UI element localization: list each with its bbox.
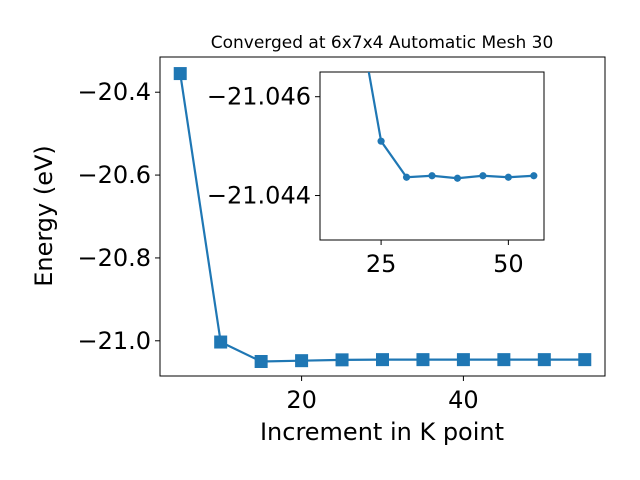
inset-series-line (367, 72, 534, 180)
main-y-tick-label: −20.4 (77, 78, 151, 106)
main-data-point (214, 335, 228, 349)
main-data-point (376, 353, 389, 367)
inset-data-point (377, 137, 385, 145)
main-y-tick-label: −20.8 (77, 244, 151, 272)
inset-y-tick-label: −21.044 (207, 182, 311, 210)
inset-data-point (504, 173, 512, 181)
main-data-point (456, 353, 470, 367)
inset-x-tick-label: 25 (366, 250, 397, 278)
main-x-tick-label: 20 (286, 386, 317, 414)
inset-data-point (428, 172, 436, 180)
main-data-point (537, 353, 551, 367)
y-axis-label: Energy (eV) (30, 145, 58, 287)
inset-x-tick-label: 50 (493, 250, 524, 278)
inset-data-point (453, 174, 462, 182)
inset-data-point (530, 172, 538, 180)
main-data-point (416, 353, 430, 367)
main-data-point (254, 355, 268, 368)
main-y-tick-label: −21.0 (77, 327, 151, 355)
inset-frame (319, 71, 545, 241)
main-data-point (497, 353, 511, 367)
main-data-point (335, 353, 349, 367)
main-x-tick-label: 40 (448, 386, 479, 414)
inset-y-tick-label: −21.046 (207, 83, 311, 111)
main-data-point (578, 353, 592, 367)
chart-title: Converged at 6x7x4 Automatic Mesh 30 (211, 33, 554, 53)
main-data-point (173, 67, 187, 81)
main-y-tick-label: −20.6 (77, 161, 151, 189)
x-axis-label: Increment in K point (260, 418, 504, 446)
inset-data-point (479, 172, 487, 180)
inset-data-point (402, 173, 411, 181)
main-data-point (295, 354, 309, 368)
inset-plot-area: 25 50 −21.046 −21.044 (207, 71, 545, 278)
